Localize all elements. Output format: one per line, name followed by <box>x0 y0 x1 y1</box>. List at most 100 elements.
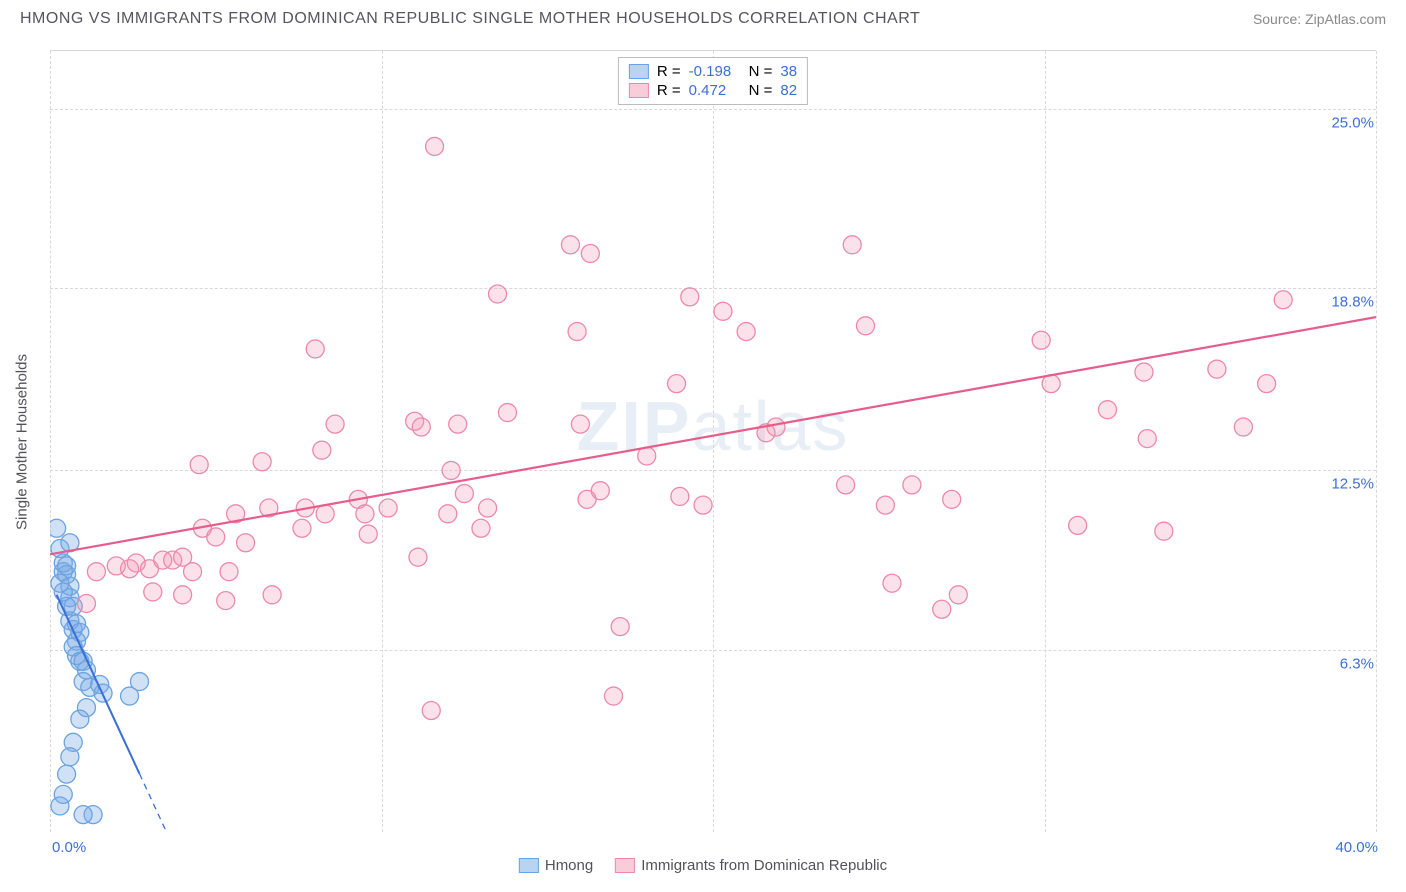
data-point <box>681 288 699 306</box>
data-point <box>316 505 334 523</box>
legend-r-label: R = <box>657 82 681 99</box>
data-point <box>498 404 516 422</box>
data-point <box>1274 291 1292 309</box>
legend-item-hmong: Hmong <box>519 857 593 874</box>
data-point <box>767 418 785 436</box>
data-point <box>856 317 874 335</box>
data-point <box>671 487 689 505</box>
data-point <box>694 496 712 514</box>
swatch-hmong <box>519 858 539 873</box>
data-point <box>737 323 755 341</box>
data-point <box>426 137 444 155</box>
chart-header: HMONG VS IMMIGRANTS FROM DOMINICAN REPUB… <box>0 0 1406 36</box>
data-point <box>74 806 92 824</box>
data-point <box>1135 363 1153 381</box>
data-point <box>50 519 66 537</box>
data-point <box>876 496 894 514</box>
scatter-plot <box>50 51 1376 832</box>
data-point <box>1098 401 1116 419</box>
y-tick-label: 18.8% <box>1331 294 1378 311</box>
data-point <box>422 702 440 720</box>
legend-row-dominican: R = 0.472 N = 82 <box>629 81 797 100</box>
data-point <box>1069 516 1087 534</box>
swatch-dominican <box>615 858 635 873</box>
swatch-dominican <box>629 83 649 98</box>
y-axis-title: Single Mother Households <box>14 354 31 530</box>
data-point <box>933 600 951 618</box>
data-point <box>313 441 331 459</box>
data-point <box>479 499 497 517</box>
chart-area: Single Mother Households ZIPatlas R = -0… <box>50 50 1376 832</box>
data-point <box>581 244 599 262</box>
data-point <box>58 557 76 575</box>
data-point <box>843 236 861 254</box>
data-point <box>217 592 235 610</box>
data-point <box>943 490 961 508</box>
x-max-label: 40.0% <box>1335 839 1378 856</box>
series-legend: Hmong Immigrants from Dominican Republic <box>519 857 887 874</box>
source-label: Source: ZipAtlas.com <box>1253 11 1386 27</box>
data-point <box>77 594 95 612</box>
data-point <box>472 519 490 537</box>
data-point <box>455 485 473 503</box>
data-point <box>949 586 967 604</box>
legend-n-label: N = <box>749 63 773 80</box>
legend-n-value: 38 <box>780 63 797 80</box>
data-point <box>51 797 69 815</box>
legend-label: Hmong <box>545 857 593 874</box>
data-point <box>1258 375 1276 393</box>
data-point <box>220 563 238 581</box>
data-point <box>489 285 507 303</box>
data-point <box>409 548 427 566</box>
data-point <box>439 505 457 523</box>
data-point <box>1155 522 1173 540</box>
data-point <box>359 525 377 543</box>
data-point <box>611 618 629 636</box>
data-point <box>293 519 311 537</box>
y-tick-label: 6.3% <box>1340 655 1378 672</box>
data-point <box>571 415 589 433</box>
legend-r-label: R = <box>657 63 681 80</box>
data-point <box>184 563 202 581</box>
data-point <box>837 476 855 494</box>
data-point <box>253 453 271 471</box>
data-point <box>131 673 149 691</box>
data-point <box>605 687 623 705</box>
data-point <box>1208 360 1226 378</box>
data-point <box>1234 418 1252 436</box>
legend-row-hmong: R = -0.198 N = 38 <box>629 62 797 81</box>
data-point <box>1138 430 1156 448</box>
legend-r-value: -0.198 <box>689 63 741 80</box>
data-point <box>449 415 467 433</box>
data-point <box>144 583 162 601</box>
data-point <box>1032 331 1050 349</box>
legend-r-value: 0.472 <box>689 82 741 99</box>
data-point <box>668 375 686 393</box>
data-point <box>71 710 89 728</box>
data-point <box>412 418 430 436</box>
y-tick-label: 25.0% <box>1331 114 1378 131</box>
data-point <box>87 563 105 581</box>
data-point <box>714 302 732 320</box>
data-point <box>190 456 208 474</box>
correlation-legend: R = -0.198 N = 38 R = 0.472 N = 82 <box>618 57 808 105</box>
chart-title: HMONG VS IMMIGRANTS FROM DOMINICAN REPUB… <box>20 10 920 28</box>
data-point <box>58 765 76 783</box>
legend-item-dominican: Immigrants from Dominican Republic <box>615 857 887 874</box>
data-point <box>61 748 79 766</box>
data-point <box>591 482 609 500</box>
data-point <box>356 505 374 523</box>
data-point <box>442 461 460 479</box>
data-point <box>237 534 255 552</box>
data-point <box>51 574 69 592</box>
legend-n-label: N = <box>749 82 773 99</box>
data-point <box>263 586 281 604</box>
data-point <box>903 476 921 494</box>
data-point <box>207 528 225 546</box>
data-point <box>561 236 579 254</box>
swatch-hmong <box>629 64 649 79</box>
legend-label: Immigrants from Dominican Republic <box>641 857 887 874</box>
y-tick-label: 12.5% <box>1331 476 1378 493</box>
data-point <box>568 323 586 341</box>
legend-n-value: 82 <box>780 82 797 99</box>
